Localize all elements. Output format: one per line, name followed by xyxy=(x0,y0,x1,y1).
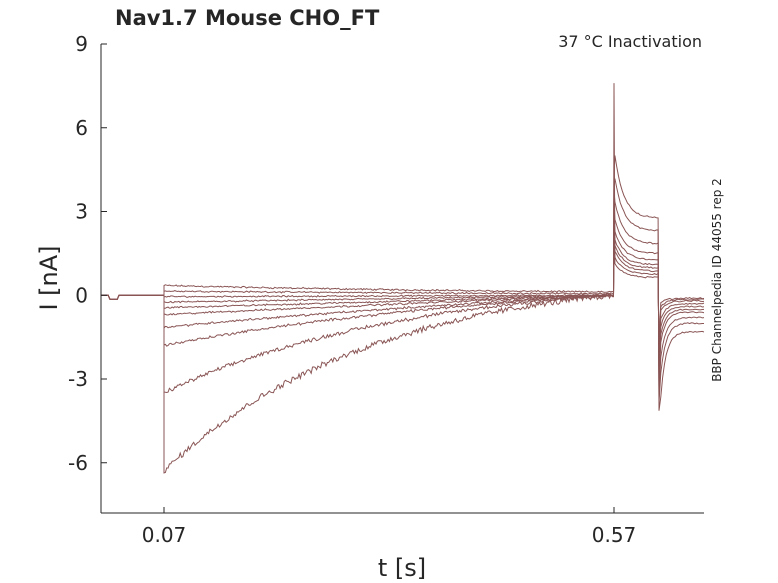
x-tick-label: 0.57 xyxy=(592,523,637,547)
y-ticks: 9 6 3 0 -3 -6 xyxy=(68,32,107,475)
current-trace xyxy=(101,155,705,474)
y-tick-label: 3 xyxy=(75,200,88,224)
y-tick-label: 9 xyxy=(75,32,88,56)
x-tick-label: 0.07 xyxy=(142,523,187,547)
y-tick-label: -3 xyxy=(68,367,88,391)
current-trace xyxy=(101,83,705,345)
x-axis-label: t [s] xyxy=(378,554,426,582)
y-tick-label: -6 xyxy=(68,451,88,475)
side-label: BBP Channelpedia ID 44055 rep 2 xyxy=(710,178,724,382)
y-tick-label: 0 xyxy=(75,283,88,307)
y-axis-label: I [nA] xyxy=(35,245,63,310)
chart-title: Nav1.7 Mouse CHO_FT xyxy=(115,6,380,30)
current-trace xyxy=(101,232,705,352)
current-trace xyxy=(101,190,705,397)
x-ticks: 0.07 0.57 xyxy=(142,507,637,547)
condition-annotation: 37 °C Inactivation xyxy=(558,32,702,51)
traces xyxy=(101,83,705,474)
y-tick-label: 6 xyxy=(75,116,88,140)
